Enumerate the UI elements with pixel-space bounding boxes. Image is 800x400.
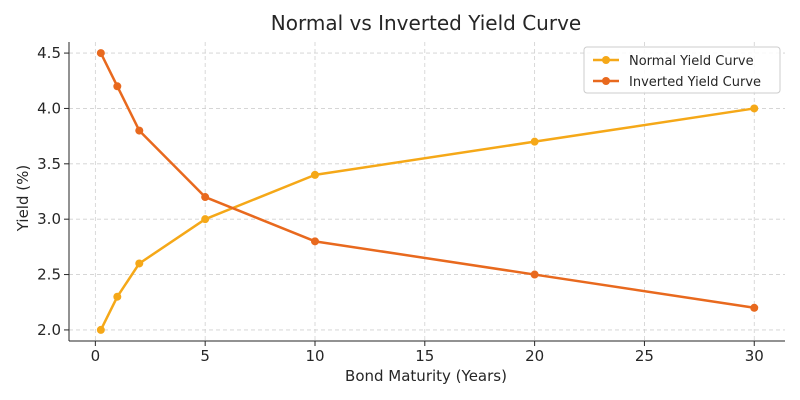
legend-label: Inverted Yield Curve bbox=[629, 75, 761, 90]
y-tick-label: 3.0 bbox=[37, 210, 61, 228]
y-tick-label: 4.0 bbox=[37, 99, 61, 117]
data-point bbox=[310, 237, 319, 246]
y-tick-label: 2.0 bbox=[37, 321, 61, 339]
y-tick-label: 4.5 bbox=[37, 44, 61, 62]
data-point bbox=[750, 303, 759, 312]
data-point bbox=[96, 325, 105, 334]
legend-box bbox=[583, 46, 781, 94]
x-tick-label: 20 bbox=[525, 347, 544, 365]
legend-label: Normal Yield Curve bbox=[629, 54, 754, 69]
legend-entry: Normal Yield Curve bbox=[593, 54, 754, 69]
chart-title: Normal vs Inverted Yield Curve bbox=[271, 11, 581, 35]
y-tick-label: 2.5 bbox=[37, 266, 61, 284]
x-tick-label: 10 bbox=[305, 347, 324, 365]
data-point bbox=[135, 126, 144, 135]
data-point bbox=[135, 259, 144, 268]
series-inverted-yield-curve bbox=[96, 49, 759, 312]
y-tick-label: 3.5 bbox=[37, 155, 61, 173]
x-tick-label: 0 bbox=[91, 347, 101, 365]
x-tick-label: 5 bbox=[200, 347, 210, 365]
data-point bbox=[201, 215, 210, 224]
x-axis-label: Bond Maturity (Years) bbox=[345, 367, 507, 385]
series-normal-yield-curve bbox=[96, 104, 759, 334]
y-axis-label: Yield (%) bbox=[14, 165, 32, 232]
ticks: 0 5 10 15 20 25 30 2.0 2.5 3.0 3.5 4.0 4.5 bbox=[37, 44, 764, 365]
data-point bbox=[530, 270, 539, 279]
x-tick-label: 30 bbox=[745, 347, 764, 365]
data-point bbox=[113, 292, 122, 301]
legend-marker bbox=[602, 77, 610, 85]
legend: Normal Yield Curve Inverted Yield Curve bbox=[583, 46, 781, 94]
x-tick-label: 25 bbox=[635, 347, 654, 365]
legend-marker bbox=[602, 56, 610, 64]
data-point bbox=[201, 193, 210, 202]
data-point bbox=[96, 49, 105, 58]
data-point bbox=[113, 82, 122, 91]
data-point bbox=[310, 170, 319, 179]
grid bbox=[69, 42, 785, 341]
data-point bbox=[750, 104, 759, 113]
series-layer bbox=[96, 49, 759, 334]
legend-entry: Inverted Yield Curve bbox=[593, 75, 761, 90]
data-point bbox=[530, 137, 539, 146]
x-tick-label: 15 bbox=[415, 347, 434, 365]
axes bbox=[68, 42, 785, 342]
